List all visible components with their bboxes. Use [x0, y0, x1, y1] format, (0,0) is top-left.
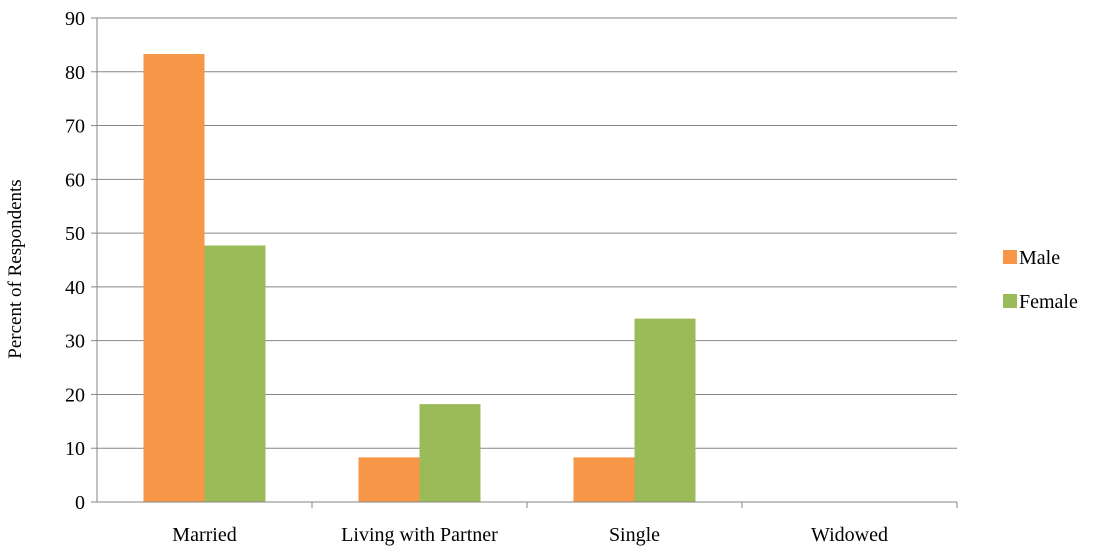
axes: 0 10 20 30 40 50 60 70 80 90 Married Living with Pa… — [65, 8, 958, 546]
x-tick-label: Widowed — [811, 524, 888, 546]
y-tick-label: 90 — [65, 8, 85, 30]
y-tick-label: 40 — [65, 277, 85, 299]
bars — [143, 54, 696, 503]
bar-female-living-with-partner — [419, 404, 481, 502]
legend: Male Female — [1003, 247, 1078, 313]
legend-swatch — [1003, 294, 1017, 308]
x-tick-label: Single — [609, 524, 660, 546]
bar-female-married — [204, 245, 266, 503]
legend-swatch — [1003, 250, 1017, 264]
y-tick-label: 20 — [65, 384, 85, 406]
bar-male-living-with-partner — [358, 457, 420, 502]
y-tick-label: 30 — [65, 331, 85, 353]
y-tick-label: 0 — [75, 492, 85, 514]
bar-female-single — [634, 318, 696, 502]
bar-male-single — [573, 457, 635, 502]
x-tick-label: Living with Partner — [341, 524, 498, 546]
y-tick-label: 70 — [65, 116, 85, 138]
legend-label: Male — [1019, 247, 1060, 269]
bar-male-married — [143, 54, 205, 502]
y-axis-label: Percent of Respondents — [5, 179, 26, 358]
y-tick-label: 10 — [65, 438, 85, 460]
y-tick-label: 60 — [65, 169, 85, 191]
y-tick-label: 80 — [65, 62, 85, 84]
y-tick-label: 50 — [65, 223, 85, 245]
x-tick-label: Married — [172, 524, 236, 546]
legend-label: Female — [1019, 291, 1078, 313]
